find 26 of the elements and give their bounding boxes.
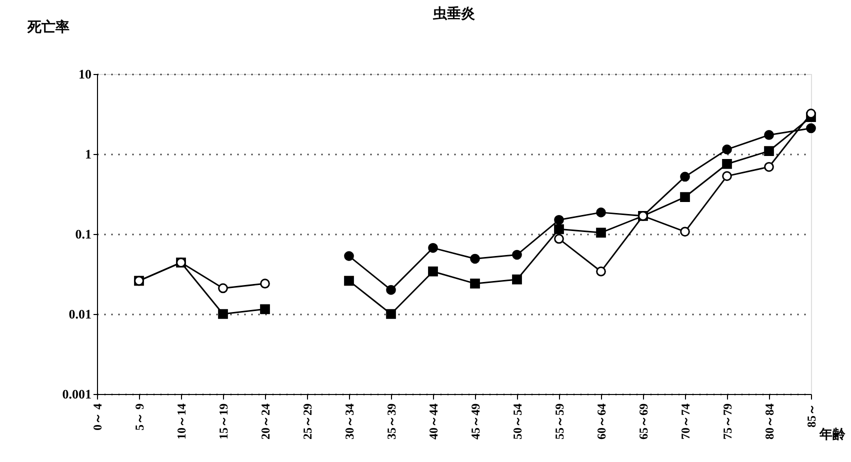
x-tick-label: 55～59 bbox=[552, 404, 566, 440]
x-tick-label: 30～34 bbox=[342, 404, 356, 440]
x-tick-label: 0～ 4 bbox=[90, 404, 104, 430]
x-tick-label: 35～39 bbox=[384, 404, 398, 440]
x-tick-label: 50～54 bbox=[510, 404, 524, 440]
x-tick-label: 25～29 bbox=[300, 404, 314, 440]
y-axis-title: 死亡率 bbox=[26, 18, 70, 36]
y-tick-label: 0.1 bbox=[75, 226, 92, 242]
x-tick-label: 80～84 bbox=[762, 404, 776, 440]
x-tick-label: 10～14 bbox=[174, 404, 188, 440]
x-tick-label: 70～74 bbox=[678, 404, 692, 440]
x-tick-label: 5～ 9 bbox=[132, 404, 146, 430]
y-tick-label: 10 bbox=[78, 66, 92, 82]
x-tick-label: 40～44 bbox=[426, 404, 440, 440]
x-tick-label: 75～79 bbox=[720, 404, 734, 440]
y-tick-label: 0.001 bbox=[62, 386, 92, 402]
x-tick-label: 65～69 bbox=[636, 404, 650, 440]
x-axis-title: 年齢 bbox=[818, 426, 846, 442]
x-tick-label: 20～24 bbox=[258, 404, 272, 440]
chart-title: 虫垂炎 bbox=[432, 6, 475, 22]
x-tick-label: 85～ bbox=[804, 404, 818, 428]
y-tick-label: 0.01 bbox=[68, 306, 92, 322]
x-tick-label: 60～64 bbox=[594, 404, 608, 440]
y-tick-label: 1 bbox=[85, 146, 92, 162]
x-tick-label: 45～49 bbox=[468, 404, 482, 440]
x-tick-label: 15～19 bbox=[216, 404, 230, 440]
